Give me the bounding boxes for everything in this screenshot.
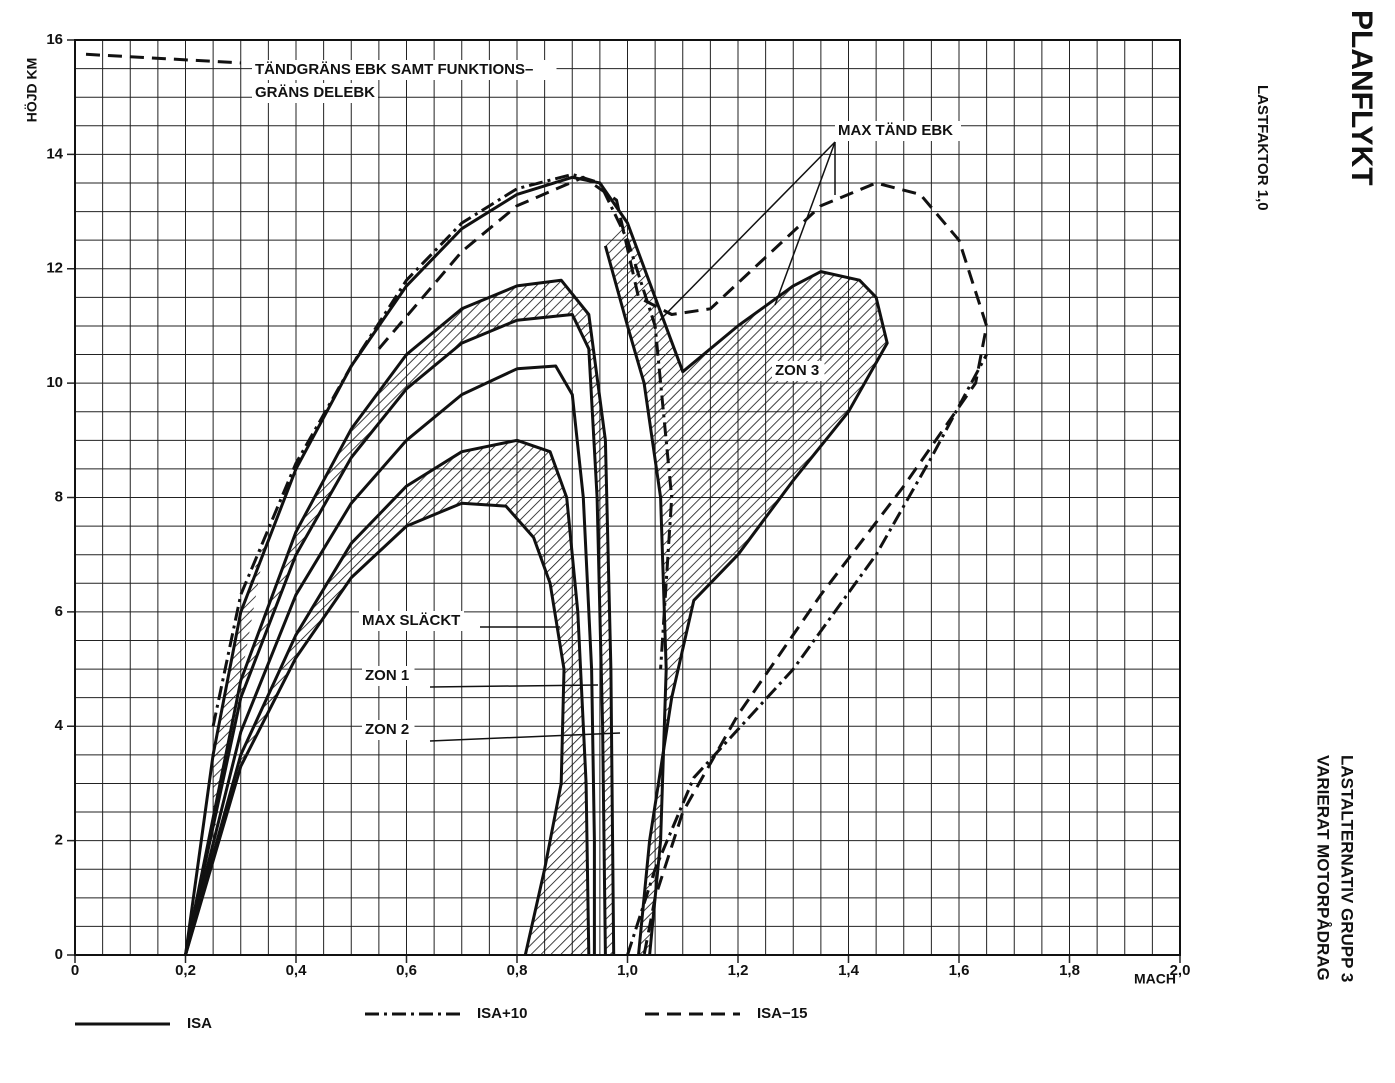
legend-label: ISA — [187, 1015, 212, 1032]
annotation: MAX TÄND EBK — [838, 122, 953, 139]
curve — [184, 438, 591, 956]
curve — [184, 313, 607, 956]
annotation: MAX SLÄCKT — [362, 612, 460, 629]
annotation-bg — [772, 361, 825, 381]
annotation-bg — [362, 720, 415, 740]
curve — [603, 245, 668, 956]
y-tick-label: 0 — [55, 946, 63, 963]
annotation-bg — [252, 60, 557, 80]
annotation: ZON 1 — [365, 667, 409, 684]
x-tick-label: 1,2 — [728, 962, 749, 979]
x-tick-label: 0,8 — [507, 962, 528, 979]
y-tick-label: 4 — [55, 717, 64, 734]
x-tick-label: 2,0 — [1170, 962, 1191, 979]
annotation: TÄNDGRÄNS EBK SAMT FUNKTIONS– — [255, 61, 533, 78]
y-tick-label: 10 — [46, 374, 63, 391]
side-title: LASTFAKTOR 1,0 — [1254, 85, 1271, 211]
curve — [184, 278, 616, 956]
legend-label: ISA+10 — [477, 1005, 527, 1022]
y-tick-label: 14 — [46, 145, 63, 162]
annotation: ZON 3 — [775, 362, 819, 379]
leader-line — [429, 684, 599, 688]
x-axis-label: MACH — [1134, 971, 1176, 987]
x-tick-label: 0,4 — [286, 962, 308, 979]
y-tick-label: 8 — [55, 488, 63, 505]
curve — [85, 52, 241, 65]
side-title: LASTALTERNATIV GRUPP 3 — [1338, 755, 1357, 982]
curve — [184, 501, 566, 956]
annotation-bg — [252, 83, 378, 103]
legend-label: ISA−15 — [757, 1005, 807, 1022]
hatched-zone — [605, 223, 888, 955]
annotation: GRÄNS DELEBK — [255, 84, 375, 101]
leader-line — [774, 141, 836, 306]
x-tick-label: 1,4 — [838, 962, 860, 979]
x-tick-label: 1,0 — [617, 962, 638, 979]
y-tick-label: 16 — [46, 31, 63, 48]
y-axis-label: HÖJD KM — [24, 58, 40, 123]
annotation-bg — [835, 121, 961, 141]
leader-line — [429, 732, 621, 742]
annotation-bg — [362, 666, 415, 686]
x-tick-label: 0,6 — [396, 962, 417, 979]
side-title: PLANFLYKT — [1345, 10, 1378, 186]
y-tick-label: 6 — [55, 603, 63, 620]
x-tick-label: 1,6 — [949, 962, 970, 979]
x-tick-label: 0 — [71, 962, 79, 979]
leader-line — [659, 141, 836, 321]
annotation-bg — [359, 611, 464, 631]
curve — [626, 353, 988, 956]
annotation: ZON 2 — [365, 721, 409, 738]
x-tick-label: 1,8 — [1059, 962, 1080, 979]
y-tick-label: 12 — [46, 260, 63, 277]
curve — [211, 172, 674, 727]
side-title: VARIERAT MOTORPÅDRAG — [1314, 755, 1333, 981]
y-tick-label: 2 — [55, 832, 63, 849]
curve — [184, 364, 596, 956]
x-tick-label: 0,2 — [175, 962, 196, 979]
